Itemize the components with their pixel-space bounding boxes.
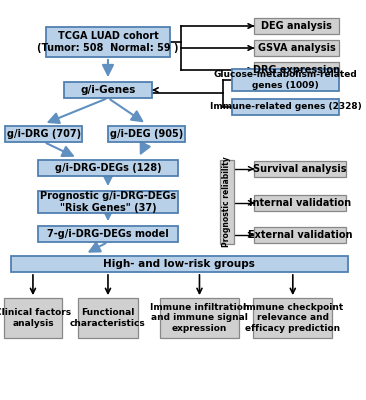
Text: External validation: External validation [248,230,352,240]
FancyBboxPatch shape [78,298,138,338]
Text: TCGA LUAD cohort
(Tumor: 508  Normal: 59 ): TCGA LUAD cohort (Tumor: 508 Normal: 59 … [37,31,179,53]
FancyBboxPatch shape [11,256,348,272]
FancyBboxPatch shape [254,18,339,34]
FancyBboxPatch shape [220,160,234,244]
FancyBboxPatch shape [38,226,178,242]
Text: Glucose-metabolism-related
genes (1009): Glucose-metabolism-related genes (1009) [214,70,357,90]
Text: DEG analysis: DEG analysis [261,21,332,31]
FancyBboxPatch shape [254,62,339,78]
Text: g/i-Genes: g/i-Genes [80,85,136,95]
Text: Immune infiltration
and immune signal
expression: Immune infiltration and immune signal ex… [150,303,249,333]
FancyBboxPatch shape [254,195,346,211]
FancyBboxPatch shape [254,227,346,243]
Text: Prognostic reliability: Prognostic reliability [223,157,231,247]
Text: Functional
characteristics: Functional characteristics [70,308,146,328]
Text: Immune checkpoint
relevance and
efficacy prediction: Immune checkpoint relevance and efficacy… [243,303,343,333]
FancyBboxPatch shape [5,126,82,142]
FancyBboxPatch shape [64,82,152,98]
Text: Clinical factors
analysis: Clinical factors analysis [0,308,71,328]
Text: GSVA analysis: GSVA analysis [258,43,335,53]
Text: g/i-DRG-DEGs (128): g/i-DRG-DEGs (128) [55,163,161,173]
FancyBboxPatch shape [4,298,62,338]
FancyBboxPatch shape [254,40,339,56]
Text: High- and low-risk groups: High- and low-risk groups [104,259,255,269]
FancyBboxPatch shape [232,69,339,91]
FancyBboxPatch shape [108,126,185,142]
FancyBboxPatch shape [232,99,339,115]
Text: Prognostic g/i-DRG-DEGs
"Risk Genes" (37): Prognostic g/i-DRG-DEGs "Risk Genes" (37… [40,191,176,213]
Text: Immune-related genes (2328): Immune-related genes (2328) [210,102,361,111]
FancyBboxPatch shape [160,298,239,338]
FancyBboxPatch shape [38,191,178,213]
FancyBboxPatch shape [46,27,170,57]
Text: 7-g/i-DRG-DEGs model: 7-g/i-DRG-DEGs model [47,229,169,239]
Text: DRG expression: DRG expression [253,65,340,75]
FancyBboxPatch shape [253,298,332,338]
Text: Survival analysis: Survival analysis [253,164,347,174]
Text: Internal validation: Internal validation [249,198,351,208]
Text: g/i-DRG (707): g/i-DRG (707) [7,129,81,139]
FancyBboxPatch shape [38,160,178,176]
FancyBboxPatch shape [254,161,346,177]
Text: g/i-DEG (905): g/i-DEG (905) [110,129,183,139]
